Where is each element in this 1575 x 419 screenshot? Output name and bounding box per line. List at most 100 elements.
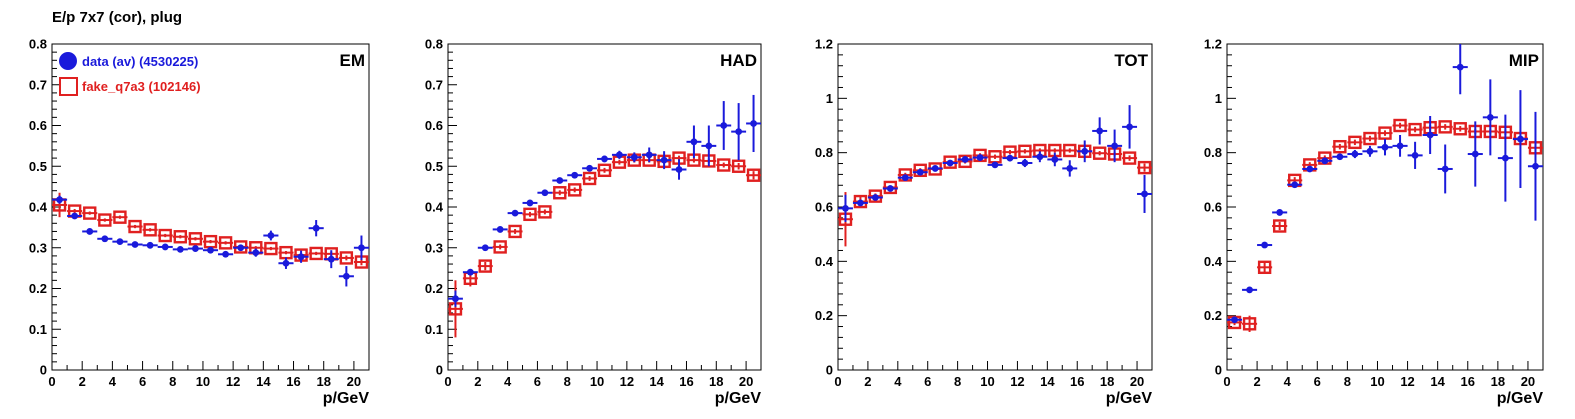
data-point xyxy=(1287,181,1303,189)
x-tick-label: 10 xyxy=(196,374,210,389)
data-marker xyxy=(538,205,552,219)
data-point xyxy=(582,164,598,172)
data-marker xyxy=(1456,63,1464,71)
y-tick-label: 0 xyxy=(40,363,47,378)
data-point xyxy=(1362,145,1378,157)
y-tick-label: 0.8 xyxy=(815,145,833,160)
data-point xyxy=(641,147,657,163)
data-point xyxy=(448,280,463,338)
data-point xyxy=(127,219,143,234)
x-tick-label: 8 xyxy=(169,374,176,389)
data-marker xyxy=(1408,122,1422,137)
data-marker xyxy=(1261,241,1269,249)
data-point xyxy=(142,223,158,237)
data-marker xyxy=(1092,146,1107,160)
data-marker xyxy=(1066,165,1074,172)
data-point xyxy=(987,150,1003,164)
data-point xyxy=(1497,114,1513,202)
data-marker xyxy=(526,199,534,207)
data-marker xyxy=(131,241,139,248)
x-tick-label: 10 xyxy=(980,374,994,389)
data-point xyxy=(1257,260,1273,275)
data-point xyxy=(293,250,309,263)
legend-marker-dot xyxy=(59,52,77,70)
y-tick-label: 0.2 xyxy=(425,281,443,296)
data-marker xyxy=(705,142,713,150)
data-point xyxy=(112,210,128,224)
data-marker xyxy=(1471,150,1479,158)
data-marker xyxy=(267,232,275,239)
data-marker xyxy=(1111,142,1119,150)
data-point xyxy=(1122,105,1138,149)
data-marker xyxy=(1242,317,1257,331)
figure-title: E/p 7x7 (cor), plug xyxy=(52,9,182,26)
data-marker xyxy=(842,204,849,212)
data-marker xyxy=(541,189,549,197)
data-marker xyxy=(264,241,278,256)
data-point xyxy=(1392,135,1408,157)
series-fake xyxy=(838,143,1152,247)
data-point xyxy=(308,220,324,237)
data-point xyxy=(263,230,279,241)
data-point xyxy=(1017,158,1033,168)
data-point xyxy=(1422,115,1438,155)
data-point xyxy=(731,103,747,161)
data-marker xyxy=(1396,142,1404,150)
x-tick-label: 14 xyxy=(649,374,664,389)
data-marker xyxy=(1378,126,1392,140)
data-point xyxy=(1347,149,1363,159)
data-marker xyxy=(161,243,169,251)
data-marker xyxy=(746,168,761,182)
data-point xyxy=(218,236,234,250)
data-marker xyxy=(523,207,537,222)
data-marker xyxy=(146,241,154,249)
data-point xyxy=(838,194,853,222)
data-marker xyxy=(1333,139,1347,154)
x-tick-label: 4 xyxy=(504,374,512,389)
data-marker xyxy=(690,138,698,146)
data-point xyxy=(1392,118,1408,133)
data-marker xyxy=(868,189,883,203)
x-tick-label: 10 xyxy=(1370,374,1384,389)
x-tick-label: 10 xyxy=(590,374,604,389)
data-point xyxy=(278,257,294,269)
data-marker xyxy=(86,228,94,235)
legend-marker-square xyxy=(59,77,78,96)
data-marker xyxy=(128,219,142,234)
data-point xyxy=(1377,126,1393,140)
data-marker xyxy=(1411,151,1419,159)
x-tick-label: 20 xyxy=(1130,374,1144,389)
data-point xyxy=(127,241,143,248)
data-marker xyxy=(466,268,474,276)
data-point xyxy=(1527,111,1543,221)
data-marker xyxy=(675,166,683,173)
y-tick-label: 0.8 xyxy=(29,37,47,52)
data-point xyxy=(957,156,973,163)
data-point xyxy=(1437,120,1453,134)
data-point xyxy=(882,185,898,192)
data-marker xyxy=(309,246,323,261)
data-marker xyxy=(1081,147,1089,155)
data-point xyxy=(67,212,83,220)
data-point xyxy=(172,230,188,244)
x-tick-label: 16 xyxy=(679,374,693,389)
y-tick-label: 0.2 xyxy=(1204,308,1222,323)
data-marker xyxy=(237,244,245,252)
data-marker xyxy=(1126,123,1133,131)
x-tick-label: 6 xyxy=(1314,374,1321,389)
x-tick-label: 0 xyxy=(834,374,841,389)
data-marker xyxy=(339,251,354,265)
data-marker xyxy=(188,232,203,246)
data-marker xyxy=(1501,154,1509,162)
data-point xyxy=(187,245,203,252)
data-marker xyxy=(916,168,924,176)
data-point xyxy=(522,199,538,207)
data-point xyxy=(987,161,1003,169)
data-point xyxy=(82,228,98,235)
data-marker xyxy=(567,183,582,197)
data-marker xyxy=(1438,120,1452,134)
x-tick-label: 20 xyxy=(1521,374,1535,389)
data-marker xyxy=(616,151,623,159)
y-tick-label: 0.3 xyxy=(425,240,443,255)
data-point xyxy=(1017,144,1033,159)
